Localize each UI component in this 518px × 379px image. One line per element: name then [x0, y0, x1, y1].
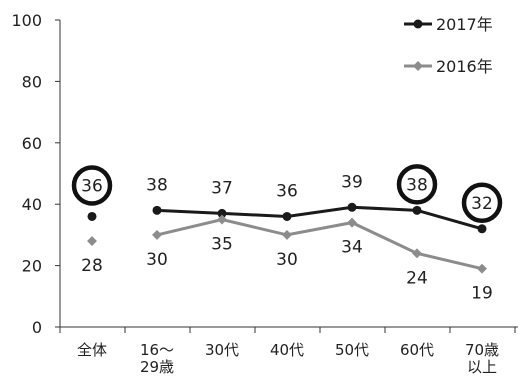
- data-point: [282, 229, 292, 240]
- data-point: [477, 224, 487, 234]
- data-point: [412, 248, 422, 259]
- data-point: [412, 205, 422, 215]
- y-tick-label: 100: [11, 11, 42, 30]
- data-point: [217, 214, 227, 225]
- y-tick-label: 60: [22, 134, 42, 153]
- data-label: 19: [471, 284, 493, 304]
- data-label: 34: [341, 238, 363, 258]
- y-tick-label: 0: [32, 318, 42, 337]
- x-tick-label: 60代: [400, 341, 434, 359]
- legend-label: 2017年: [436, 15, 493, 34]
- highlight-ring: [461, 182, 503, 224]
- data-label: 39: [341, 172, 363, 192]
- data-label: 30: [146, 250, 168, 270]
- data-point: [477, 263, 487, 274]
- data-point: [87, 211, 97, 221]
- y-tick-label: 20: [22, 257, 42, 276]
- x-tick-label: 16〜 29歳: [140, 341, 174, 375]
- data-point: [217, 208, 227, 218]
- y-tick-label: 80: [22, 72, 42, 91]
- legend-marker: [413, 61, 423, 71]
- series-line-0: [156, 205, 483, 231]
- highlight-ring: [396, 164, 438, 205]
- data-point: [282, 211, 292, 221]
- highlight-ring: [71, 165, 113, 206]
- data-label: 37: [211, 178, 233, 198]
- data-label: 36: [81, 176, 103, 196]
- data-point: [152, 205, 162, 215]
- data-label: 24: [406, 268, 428, 288]
- data-point: [152, 229, 162, 240]
- legend: 2017年 2016年: [404, 15, 493, 76]
- data-point: [347, 202, 357, 212]
- data-label: 38: [146, 175, 168, 195]
- axes: 0 20 40 60 80 100 全体 16〜 29歳 30代 40代 50代 60代 70歳以上: [11, 11, 518, 376]
- legend-marker: [413, 19, 423, 29]
- data-point: [347, 217, 357, 228]
- x-tick-label: 40代: [270, 341, 304, 359]
- data-labels: 36 38 37 36 39 38 32 28 30 35 30 34 24 19: [71, 164, 503, 304]
- legend-label: 2016年: [436, 57, 493, 76]
- x-tick-label: 30代: [205, 341, 239, 359]
- data-label: 32: [471, 194, 493, 214]
- data-label: 28: [81, 256, 103, 276]
- data-label: 35: [211, 235, 233, 255]
- y-tick-label: 40: [22, 195, 42, 214]
- x-tick-label: 50代: [335, 341, 369, 359]
- data-label: 38: [406, 175, 428, 195]
- x-tick-label: 70歳以上: [465, 341, 499, 375]
- data-point: [87, 236, 97, 246]
- series-line-1: [156, 218, 483, 271]
- data-label: 36: [276, 181, 298, 201]
- x-tick-label: 全体: [77, 341, 107, 359]
- series-group: [87, 202, 487, 274]
- data-label: 30: [276, 250, 298, 270]
